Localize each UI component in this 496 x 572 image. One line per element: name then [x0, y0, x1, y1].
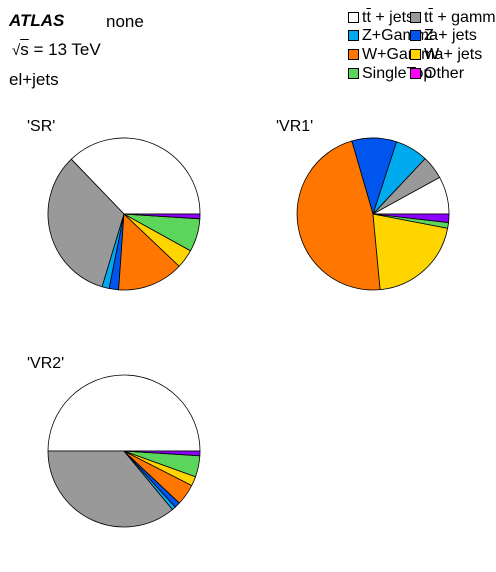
pie-slice-other [372, 213, 450, 224]
pie-title-vr2: 'VR2' [27, 355, 65, 372]
pie-chart-vr2 [47, 374, 201, 528]
pie-slice-tt-gamma [47, 450, 174, 528]
pie-slice-w-gamma [296, 140, 381, 291]
pie-slice-w-gamma [118, 213, 180, 291]
legend-swatch [348, 68, 359, 79]
legend: tt + jets tt + gamma Z+Gamma Z + jets W+… [348, 6, 496, 86]
legend-label: tt + gamma [424, 9, 496, 26]
legend-swatch [348, 12, 359, 23]
legend-swatch [410, 68, 421, 79]
pie-slice-other [123, 213, 201, 220]
legend-swatch [410, 49, 421, 60]
channel-label: el+jets [9, 70, 59, 89]
pie-slice-w-jets [372, 213, 449, 291]
legend-swatch [410, 30, 421, 41]
pie-title-sr: 'SR' [27, 118, 56, 135]
experiment-label: ATLAS [9, 11, 65, 30]
energy-value: = 13 TeV [28, 40, 101, 59]
legend-label: W + jets [424, 46, 483, 63]
pie-slice-tt-jets [70, 137, 201, 215]
pie-slice-tt-gamma [47, 158, 125, 288]
pie-slice-tt-jets [47, 374, 201, 452]
plot-status-label: none [106, 12, 144, 31]
pie-chart-sr [47, 137, 201, 291]
pie-title-vr1: 'VR1' [276, 118, 314, 135]
pie-chart-vr1 [296, 137, 450, 291]
legend-swatch [410, 12, 421, 23]
sqrt-symbol: √s [12, 40, 29, 59]
legend-label: W+Gamma [362, 46, 444, 63]
energy-label: √s = 13 TeV [12, 40, 101, 60]
legend-label: SingleTop [362, 65, 433, 82]
legend-swatch [348, 49, 359, 60]
legend-label: Z + jets [424, 27, 477, 44]
pie-slice-other [123, 450, 201, 457]
legend-label: tt + jets [362, 9, 415, 26]
legend-swatch [348, 30, 359, 41]
legend-label: Other [424, 65, 465, 82]
sqrt-argument: s [20, 40, 29, 59]
